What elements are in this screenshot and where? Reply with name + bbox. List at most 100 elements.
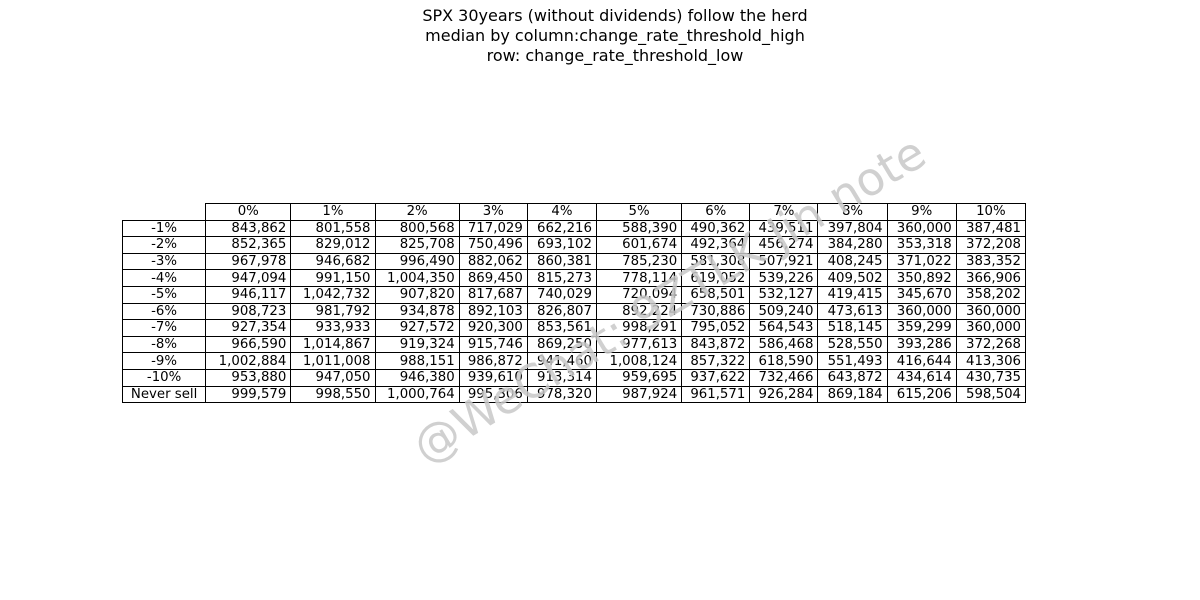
table-cell: 959,695 bbox=[595, 368, 683, 387]
column-header: 6% bbox=[681, 203, 751, 221]
table-row: -9% 1,002,884 1,011,008 988,151 986,872 941,4… bbox=[121, 352, 1027, 370]
table-row: -3% 967,978 946,682 996,490 882,062 860,381 78… bbox=[121, 252, 1027, 271]
table-cell: 937,622 bbox=[681, 368, 751, 387]
table-cell: 852,365 bbox=[205, 236, 292, 254]
table-cell: 987,924 bbox=[595, 385, 683, 404]
table-cell: 509,240 bbox=[749, 302, 819, 321]
table-cell: 507,921 bbox=[749, 252, 819, 271]
table-cell: 717,029 bbox=[458, 219, 528, 238]
row-header: -1% bbox=[121, 219, 207, 238]
table-cell: 372,208 bbox=[955, 236, 1027, 254]
table-cell: 439,511 bbox=[749, 219, 819, 238]
table-cell: 967,978 bbox=[205, 252, 292, 271]
table-cell: 359,299 bbox=[886, 319, 957, 337]
table-cell: 419,415 bbox=[817, 285, 888, 304]
table-cell: 360,000 bbox=[955, 319, 1027, 337]
table-cell: 539,226 bbox=[749, 269, 819, 287]
chart-title: SPX 30years (without dividends) follow t… bbox=[0, 6, 1200, 66]
row-header: -2% bbox=[121, 236, 207, 254]
table-cell: 408,245 bbox=[817, 252, 888, 271]
table-cell: 927,354 bbox=[205, 319, 292, 337]
row-header: -3% bbox=[121, 252, 207, 271]
table-cell: 801,558 bbox=[290, 219, 376, 238]
table-cell: 853,561 bbox=[526, 319, 597, 337]
column-header: 8% bbox=[817, 203, 888, 221]
table-cell: 740,029 bbox=[526, 285, 597, 304]
table-cell: 434,614 bbox=[886, 368, 957, 387]
table-cell: 907,820 bbox=[374, 285, 460, 304]
table-row: -2% 852,365 829,012 825,708 750,496 693,102 60… bbox=[121, 236, 1027, 254]
table-cell: 892,224 bbox=[595, 302, 683, 321]
table-cell: 857,322 bbox=[681, 352, 751, 370]
table-cell: 843,872 bbox=[681, 335, 751, 354]
table-cell: 601,674 bbox=[595, 236, 683, 254]
table-cell: 986,872 bbox=[458, 352, 528, 370]
table-cell: 815,273 bbox=[526, 269, 597, 287]
table-cell: 360,000 bbox=[886, 219, 957, 238]
table-cell: 397,804 bbox=[817, 219, 888, 238]
column-header: 4% bbox=[526, 203, 597, 221]
table-cell: 999,579 bbox=[205, 385, 292, 404]
table-cell: 350,892 bbox=[886, 269, 957, 287]
column-header: 10% bbox=[955, 203, 1027, 221]
table-cell: 1,008,124 bbox=[595, 352, 683, 370]
table-cell: 383,352 bbox=[955, 252, 1027, 271]
table-cell: 393,286 bbox=[886, 335, 957, 354]
table-cell: 829,012 bbox=[290, 236, 376, 254]
table-cell: 456,274 bbox=[749, 236, 819, 254]
table-cell: 785,230 bbox=[595, 252, 683, 271]
table-cell: 933,933 bbox=[290, 319, 376, 337]
table-cell: 416,644 bbox=[886, 352, 957, 370]
table-cell: 618,590 bbox=[749, 352, 819, 370]
row-header: -6% bbox=[121, 302, 207, 321]
table-cell: 1,002,884 bbox=[205, 352, 292, 370]
table-row: -10% 953,880 947,050 946,380 939,610 913,314 9… bbox=[121, 368, 1027, 387]
table-cell: 947,094 bbox=[205, 269, 292, 287]
table-cell: 869,250 bbox=[526, 335, 597, 354]
table-header-row: 0% 1% 2% 3% 4% 5% 6% 7% 8% 9% 10% bbox=[122, 203, 1027, 221]
column-header: 5% bbox=[595, 203, 683, 221]
column-header: 1% bbox=[290, 203, 376, 221]
table-cell: 946,117 bbox=[205, 285, 292, 304]
column-header: 9% bbox=[886, 203, 957, 221]
table-cell: 693,102 bbox=[526, 236, 597, 254]
chart-title-line-3: row: change_rate_threshold_low bbox=[486, 46, 744, 65]
table-cell: 473,613 bbox=[817, 302, 888, 321]
table-cell: 892,103 bbox=[458, 302, 528, 321]
column-header: 7% bbox=[749, 203, 819, 221]
table-cell: 913,314 bbox=[526, 368, 597, 387]
table-row: -7% 927,354 933,933 927,572 920,300 853,561 99… bbox=[121, 319, 1027, 337]
table-cell: 586,468 bbox=[749, 335, 819, 354]
table-cell: 409,502 bbox=[817, 269, 888, 287]
table-cell: 941,460 bbox=[526, 352, 597, 370]
row-header: -7% bbox=[121, 319, 207, 337]
table-cell: 551,493 bbox=[817, 352, 888, 370]
row-header: -10% bbox=[121, 368, 207, 387]
table-cell: 345,670 bbox=[886, 285, 957, 304]
table-cell: 919,324 bbox=[374, 335, 460, 354]
table-row: -5% 946,117 1,042,732 907,820 817,687 740,029… bbox=[121, 285, 1027, 304]
table-cell: 988,151 bbox=[374, 352, 460, 370]
table-cell: 991,150 bbox=[290, 269, 376, 287]
table-cell: 720,094 bbox=[595, 285, 683, 304]
table-cell: 384,280 bbox=[817, 236, 888, 254]
table-cell: 961,571 bbox=[681, 385, 751, 404]
table-cell: 981,792 bbox=[290, 302, 376, 321]
table-cell: 946,380 bbox=[374, 368, 460, 387]
table-cell: 360,000 bbox=[955, 302, 1027, 321]
row-header: Never sell bbox=[121, 385, 207, 404]
chart-title-line-2: median by column:change_rate_threshold_h… bbox=[425, 26, 805, 45]
table-cell: 1,042,732 bbox=[290, 285, 376, 304]
table-cell: 908,723 bbox=[205, 302, 292, 321]
chart-title-line-1: SPX 30years (without dividends) follow t… bbox=[422, 6, 808, 25]
table-cell: 358,202 bbox=[955, 285, 1027, 304]
table-cell: 939,610 bbox=[458, 368, 528, 387]
table-cell: 778,114 bbox=[595, 269, 683, 287]
table-cell: 360,000 bbox=[886, 302, 957, 321]
table-cell: 1,000,764 bbox=[374, 385, 460, 404]
table-row: -8% 966,590 1,014,867 919,324 915,746 869,250… bbox=[121, 335, 1027, 354]
table-cell: 946,682 bbox=[290, 252, 376, 271]
table-cell: 826,807 bbox=[526, 302, 597, 321]
table-cell: 371,022 bbox=[886, 252, 957, 271]
table-cell: 730,886 bbox=[681, 302, 751, 321]
